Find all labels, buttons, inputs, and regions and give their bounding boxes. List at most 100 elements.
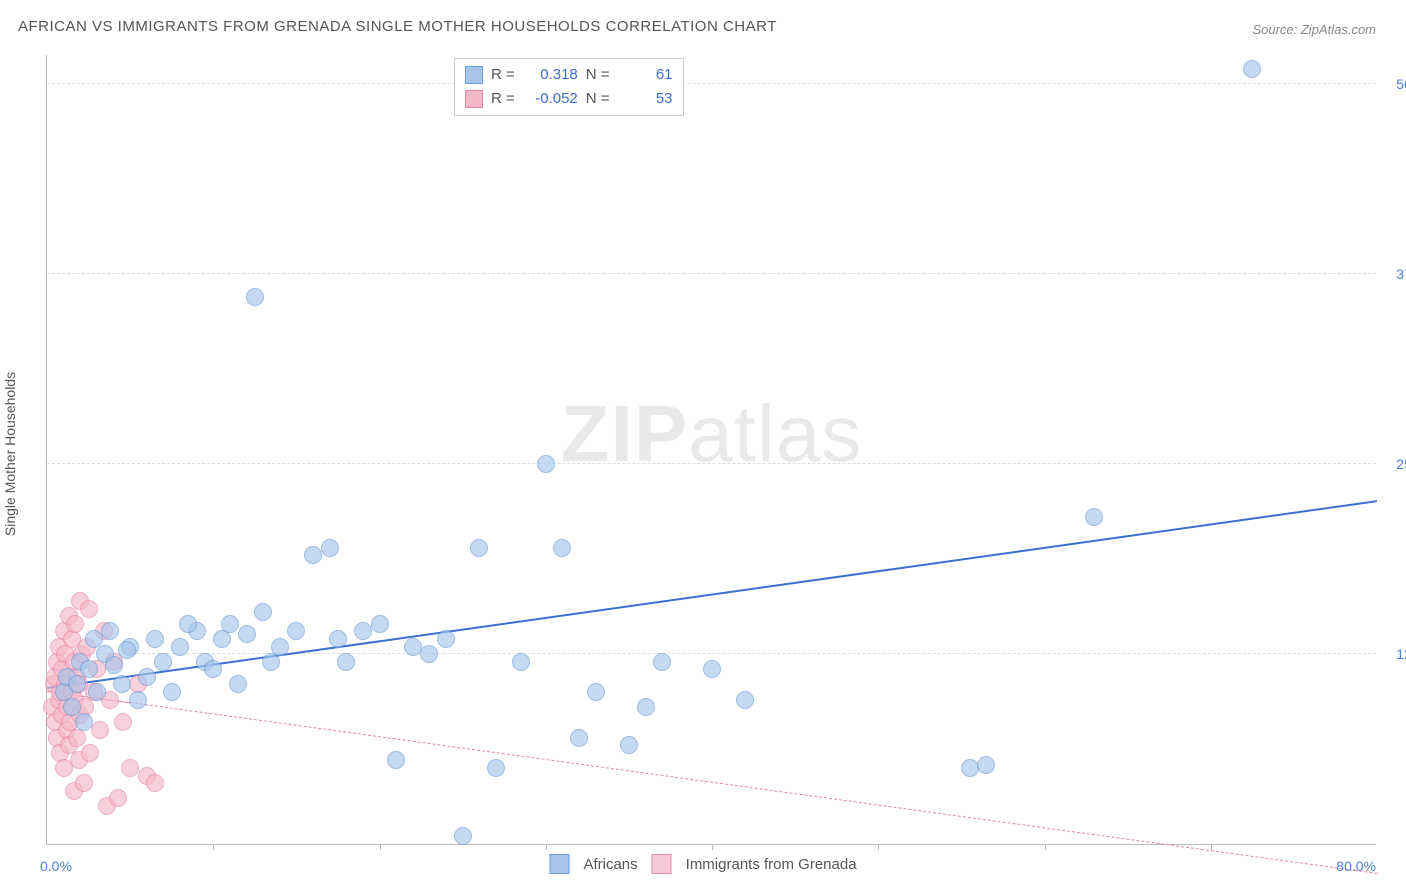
- data-point: [736, 691, 754, 709]
- data-point: [512, 653, 530, 671]
- data-point: [85, 630, 103, 648]
- correlation-chart: AFRICAN VS IMMIGRANTS FROM GRENADA SINGL…: [0, 0, 1406, 892]
- watermark: ZIPatlas: [561, 388, 862, 480]
- data-point: [329, 630, 347, 648]
- data-point: [304, 546, 322, 564]
- data-point: [66, 615, 84, 633]
- data-point: [101, 622, 119, 640]
- data-point: [146, 630, 164, 648]
- data-point: [81, 744, 99, 762]
- swatch-grenada: [465, 90, 483, 108]
- corr-row-africans: R = 0.318 N = 61: [465, 63, 673, 87]
- data-point: [204, 660, 222, 678]
- x-tick: [213, 844, 214, 850]
- data-point: [129, 691, 147, 709]
- n-label: N =: [586, 87, 610, 111]
- data-point: [80, 600, 98, 618]
- grid-line: [47, 273, 1376, 274]
- data-point: [570, 729, 588, 747]
- data-point: [75, 713, 93, 731]
- data-point: [271, 638, 289, 656]
- data-point: [105, 656, 123, 674]
- data-point: [254, 603, 272, 621]
- data-point: [470, 539, 488, 557]
- grid-line: [47, 463, 1376, 464]
- x-tick: [712, 844, 713, 850]
- n-value-africans: 61: [618, 63, 673, 87]
- correlation-legend: R = 0.318 N = 61 R = -0.052 N = 53: [454, 58, 684, 116]
- data-point: [1085, 508, 1103, 526]
- grid-line: [47, 653, 1376, 654]
- y-tick-label: 25.0%: [1381, 456, 1406, 472]
- data-point: [653, 653, 671, 671]
- data-point: [113, 675, 131, 693]
- data-point: [337, 653, 355, 671]
- legend-swatch-africans: [549, 854, 569, 874]
- watermark-atlas: atlas: [688, 389, 862, 478]
- grid-line: [47, 83, 1376, 84]
- data-point: [221, 615, 239, 633]
- data-point: [620, 736, 638, 754]
- n-label: N =: [586, 63, 610, 87]
- y-axis-title: Single Mother Households: [2, 372, 18, 536]
- data-point: [387, 751, 405, 769]
- data-point: [146, 774, 164, 792]
- data-point: [703, 660, 721, 678]
- data-point: [637, 698, 655, 716]
- legend-label-africans: Africans: [583, 856, 637, 873]
- data-point: [437, 630, 455, 648]
- r-label: R =: [491, 63, 515, 87]
- data-point: [88, 683, 106, 701]
- data-point: [171, 638, 189, 656]
- r-value-africans: 0.318: [523, 63, 578, 87]
- data-point: [80, 660, 98, 678]
- data-point: [961, 759, 979, 777]
- x-tick: [1045, 844, 1046, 850]
- data-point: [487, 759, 505, 777]
- y-tick-label: 50.0%: [1381, 76, 1406, 92]
- data-point: [420, 645, 438, 663]
- x-origin-label: 0.0%: [40, 858, 72, 874]
- plot-area: ZIPatlas 12.5%25.0%37.5%50.0%: [46, 55, 1376, 845]
- series-legend: Africans Immigrants from Grenada: [549, 854, 856, 874]
- data-point: [154, 653, 172, 671]
- x-tick: [878, 844, 879, 850]
- r-label: R =: [491, 87, 515, 111]
- source-attribution: Source: ZipAtlas.com: [1252, 22, 1376, 37]
- swatch-africans: [465, 66, 483, 84]
- data-point: [138, 668, 156, 686]
- data-point: [371, 615, 389, 633]
- data-point: [287, 622, 305, 640]
- data-point: [354, 622, 372, 640]
- data-point: [91, 721, 109, 739]
- x-tick: [1211, 844, 1212, 850]
- data-point: [118, 641, 136, 659]
- data-point: [404, 638, 422, 656]
- watermark-zip: ZIP: [561, 389, 688, 478]
- data-point: [537, 455, 555, 473]
- data-point: [977, 756, 995, 774]
- data-point: [163, 683, 181, 701]
- data-point: [454, 827, 472, 845]
- y-tick-label: 37.5%: [1381, 266, 1406, 282]
- data-point: [246, 288, 264, 306]
- data-point: [587, 683, 605, 701]
- data-point: [75, 774, 93, 792]
- data-point: [229, 675, 247, 693]
- x-tick: [380, 844, 381, 850]
- chart-title: AFRICAN VS IMMIGRANTS FROM GRENADA SINGL…: [18, 18, 777, 35]
- r-value-grenada: -0.052: [523, 87, 578, 111]
- data-point: [1243, 60, 1261, 78]
- y-tick-label: 12.5%: [1381, 646, 1406, 662]
- data-point: [114, 713, 132, 731]
- legend-label-grenada: Immigrants from Grenada: [686, 856, 857, 873]
- data-point: [109, 789, 127, 807]
- legend-swatch-grenada: [652, 854, 672, 874]
- data-point: [121, 759, 139, 777]
- data-point: [321, 539, 339, 557]
- corr-row-grenada: R = -0.052 N = 53: [465, 87, 673, 111]
- data-point: [179, 615, 197, 633]
- x-max-label: 80.0%: [1336, 858, 1376, 874]
- data-point: [238, 625, 256, 643]
- n-value-grenada: 53: [618, 87, 673, 111]
